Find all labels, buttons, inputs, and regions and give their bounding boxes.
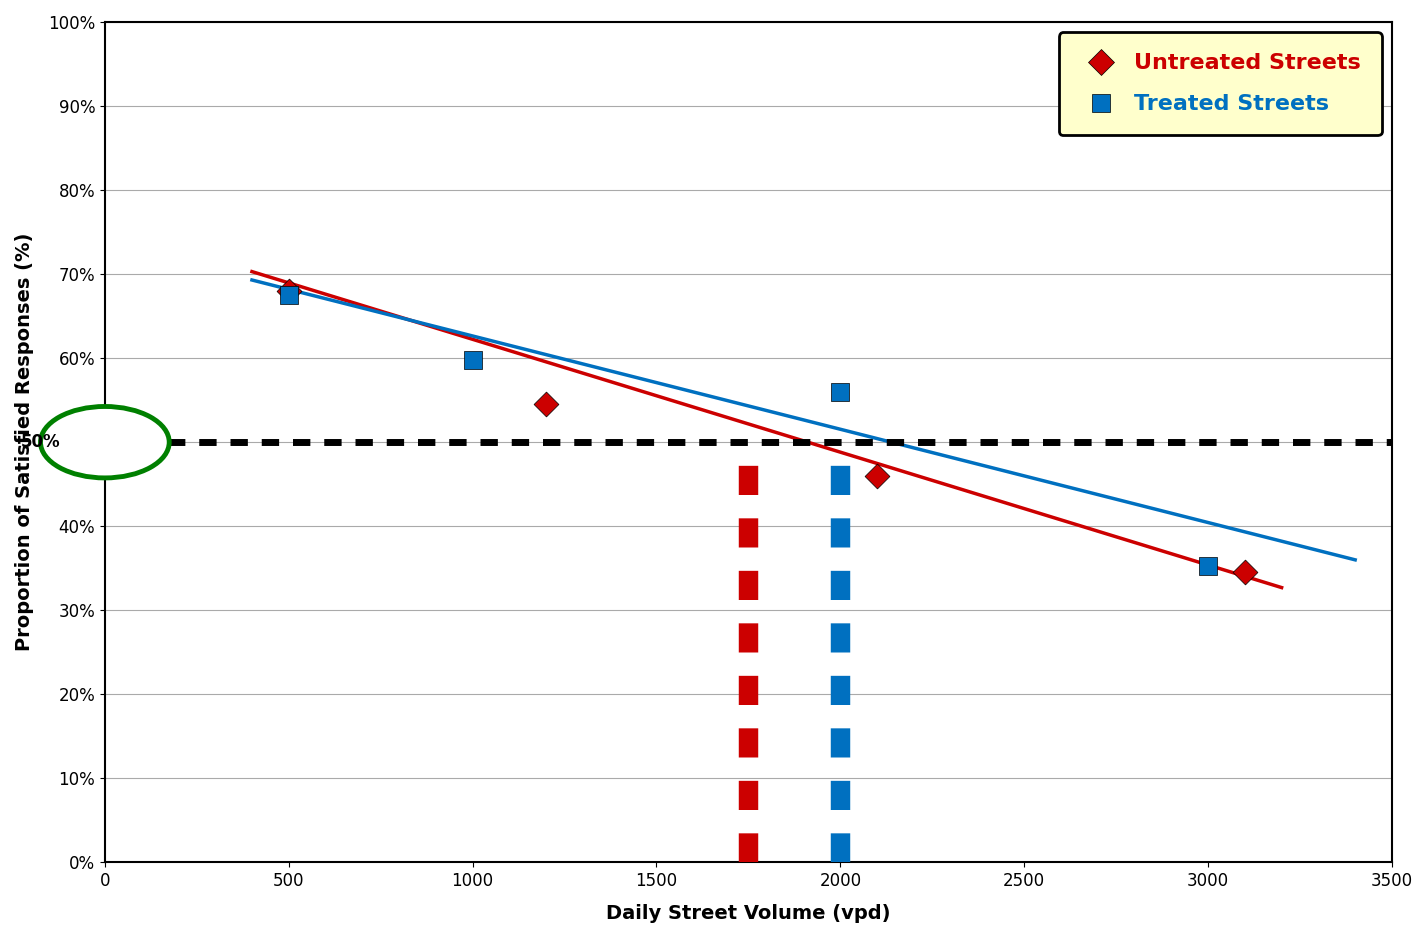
Point bbox=[1234, 565, 1257, 580]
Point bbox=[865, 468, 888, 483]
Point bbox=[1197, 558, 1220, 573]
Point bbox=[461, 353, 484, 368]
Point bbox=[277, 283, 300, 298]
Point bbox=[277, 288, 300, 303]
Ellipse shape bbox=[40, 406, 169, 477]
Point bbox=[534, 397, 557, 412]
Point bbox=[828, 385, 851, 400]
Text: 50%: 50% bbox=[20, 433, 60, 451]
Y-axis label: Proportion of Satisfied Responses (%): Proportion of Satisfied Responses (%) bbox=[16, 233, 34, 651]
Legend: Untreated Streets, Treated Streets: Untreated Streets, Treated Streets bbox=[1060, 33, 1381, 135]
X-axis label: Daily Street Volume (vpd): Daily Street Volume (vpd) bbox=[605, 904, 891, 923]
